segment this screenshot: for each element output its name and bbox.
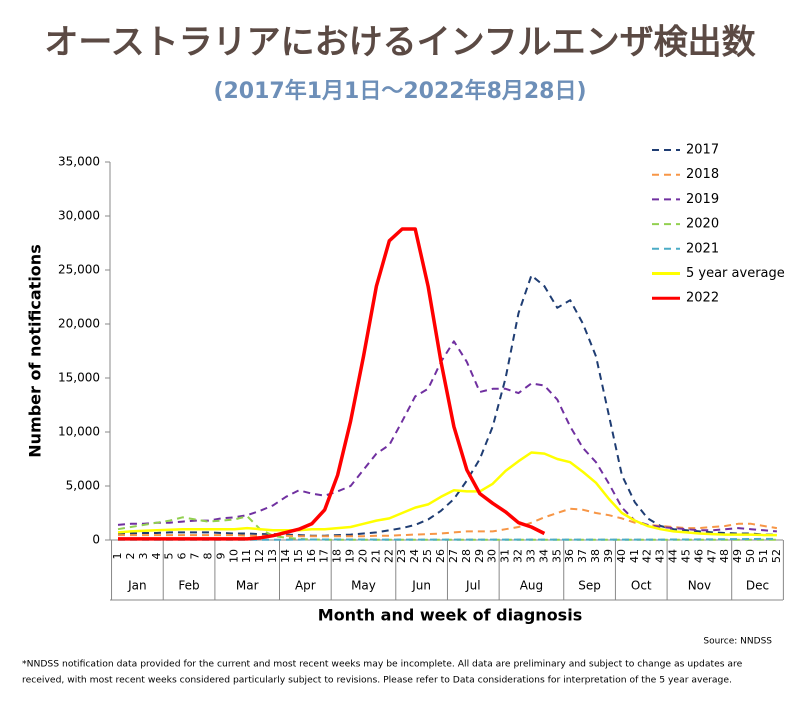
series-line <box>118 507 778 538</box>
legend-label: 2019 <box>686 192 719 207</box>
x-tick-label: 23 <box>395 549 408 563</box>
x-tick-label: 3 <box>137 553 150 560</box>
x-tick-label: 26 <box>434 549 447 563</box>
x-tick-label: 45 <box>679 549 692 563</box>
x-tick-label: 14 <box>279 549 292 563</box>
month-label: Feb <box>178 579 199 593</box>
x-tick-label: 25 <box>421 549 434 563</box>
x-tick-label: 28 <box>460 549 473 563</box>
x-tick-label: 32 <box>512 549 525 563</box>
series-line <box>118 227 546 541</box>
x-tick-label: 43 <box>654 549 667 563</box>
x-tick-label: 20 <box>356 549 369 563</box>
series-line <box>118 274 777 537</box>
x-tick-label: 33 <box>524 549 537 563</box>
x-tick-label: 10 <box>227 549 240 563</box>
source: Source: NNDSS <box>703 637 772 647</box>
x-tick-label: 18 <box>331 549 344 563</box>
month-label: Apr <box>295 579 316 593</box>
legend-label: 2022 <box>686 291 719 306</box>
x-tick-label: 12 <box>253 549 266 563</box>
page-subtitle: (2017年1月1日～2022年8月28日) <box>213 78 586 104</box>
y-tick-label: 35,000 <box>58 155 100 169</box>
x-tick-label: 42 <box>641 549 654 563</box>
month-label: Jul <box>465 579 480 593</box>
legend-label: 2021 <box>686 241 719 256</box>
x-tick-label: 11 <box>240 549 253 563</box>
month-label: Jan <box>127 579 147 593</box>
x-tick-label: 5 <box>163 553 176 560</box>
x-tick-label: 24 <box>408 549 421 563</box>
x-tick-label: 46 <box>692 549 705 563</box>
x-tick-label: 39 <box>602 549 615 563</box>
y-axis-title: Number of notifications <box>26 244 45 457</box>
month-label: Aug <box>520 579 543 593</box>
series-line <box>117 451 777 537</box>
x-tick-label: 9 <box>214 553 227 560</box>
series-line <box>117 340 777 533</box>
legend-label: 2017 <box>686 143 719 158</box>
x-tick-label: 1 <box>111 553 124 560</box>
x-tick-label: 4 <box>150 553 163 560</box>
footnote: *NNDSS notification data provided for th… <box>22 659 743 670</box>
month-label: Jun <box>411 579 431 593</box>
x-tick-label: 2 <box>124 553 137 560</box>
x-tick-label: 38 <box>589 549 602 563</box>
x-tick-label: 41 <box>628 549 641 563</box>
x-tick-label: 17 <box>318 549 331 563</box>
y-tick-label: 0 <box>92 533 100 547</box>
x-tick-label: 44 <box>667 549 680 563</box>
month-label: Sep <box>578 579 601 593</box>
month-label: Nov <box>688 579 711 593</box>
x-tick-label: 27 <box>447 549 460 563</box>
x-tick-label: 8 <box>201 553 214 560</box>
x-tick-label: 13 <box>266 549 279 563</box>
y-tick-label: 5,000 <box>66 479 100 493</box>
x-tick-label: 21 <box>369 549 382 563</box>
y-tick-label: 30,000 <box>58 209 100 223</box>
page-title: オーストラリアにおけるインフルエンザ検出数 <box>44 23 755 63</box>
x-tick-label: 40 <box>615 549 628 563</box>
x-tick-label: 49 <box>731 549 744 563</box>
x-tick-label: 51 <box>757 549 770 563</box>
x-tick-label: 48 <box>718 549 731 563</box>
y-tick-label: 20,000 <box>58 317 100 331</box>
x-tick-label: 29 <box>473 549 486 563</box>
x-tick-label: 19 <box>344 549 357 563</box>
x-tick-label: 50 <box>744 549 757 563</box>
x-tick-label: 34 <box>537 549 550 563</box>
month-label: Mar <box>236 579 259 593</box>
x-tick-label: 6 <box>176 553 189 560</box>
x-tick-label: 52 <box>770 549 783 563</box>
footnote: received, with most recent weeks conside… <box>22 675 732 686</box>
x-tick-label: 22 <box>382 549 395 563</box>
legend-label: 5 year average <box>686 266 785 281</box>
month-label: Oct <box>631 579 652 593</box>
x-tick-label: 37 <box>576 549 589 563</box>
month-label: Dec <box>746 579 769 593</box>
y-tick-label: 15,000 <box>58 371 100 385</box>
legend-label: 2018 <box>686 167 719 182</box>
x-tick-label: 16 <box>305 549 318 563</box>
x-tick-label: 31 <box>499 549 512 563</box>
legend-label: 2020 <box>686 217 719 232</box>
month-label: May <box>351 579 376 593</box>
x-tick-label: 30 <box>486 549 499 563</box>
x-axis-title: Month and week of diagnosis <box>318 606 582 625</box>
y-tick-label: 10,000 <box>58 425 100 439</box>
x-tick-label: 35 <box>550 549 563 563</box>
x-tick-label: 7 <box>189 553 202 560</box>
x-tick-label: 36 <box>563 549 576 563</box>
x-tick-label: 47 <box>705 549 718 563</box>
y-tick-label: 25,000 <box>58 263 100 277</box>
x-tick-label: 15 <box>292 549 305 563</box>
